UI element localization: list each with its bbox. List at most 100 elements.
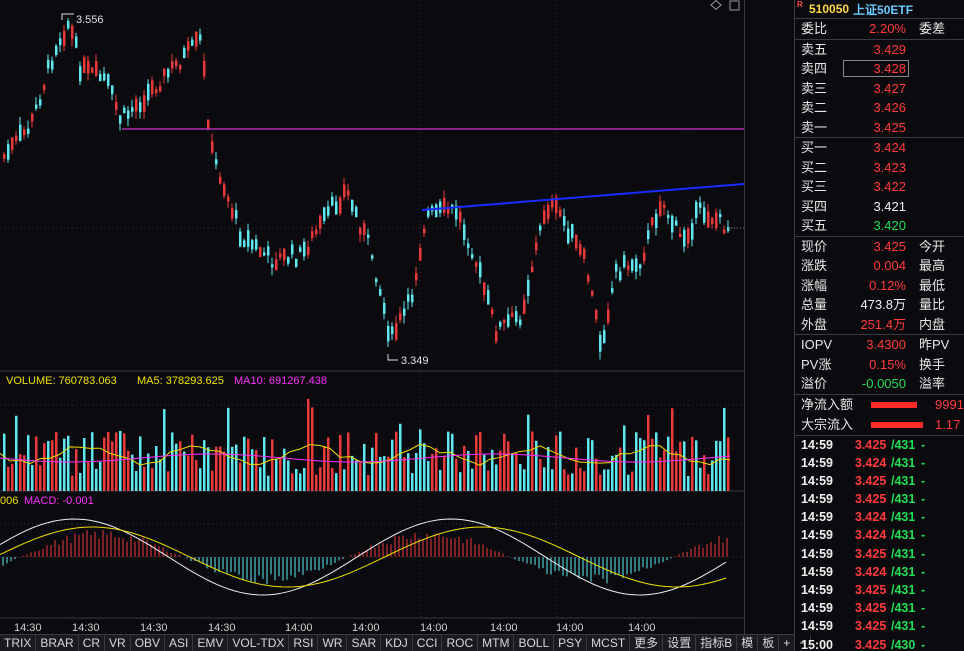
volume-bar <box>567 474 570 491</box>
volume-bar <box>611 455 614 491</box>
tick-price: 3.425 <box>855 637 887 651</box>
volume-bar <box>579 468 582 491</box>
indicator-tab-wr[interactable]: WR <box>318 635 348 651</box>
volume-bar <box>119 430 122 491</box>
bid-level-5[interactable]: 买五 3.420 <box>795 216 964 236</box>
candle-body <box>387 326 390 342</box>
indicator-tab-right-2[interactable]: 板 <box>758 635 780 651</box>
volume-bar <box>527 414 530 491</box>
bid-level-2[interactable]: 买二 3.423 <box>795 158 964 178</box>
stat-row-4[interactable]: 总量 473.8万 量比 <box>795 295 964 315</box>
indicator-tab-psy[interactable]: PSY <box>554 635 588 651</box>
indicator-tab-rsi[interactable]: RSI <box>289 635 319 651</box>
indicator-tab-right-4[interactable]: − <box>795 635 812 651</box>
volume-bar <box>507 441 510 491</box>
tick-row: 14:59 3.424/431- <box>795 563 964 581</box>
tick-price: 3.425 <box>855 492 887 507</box>
tick-side: - <box>921 546 926 561</box>
volume-bar <box>703 455 706 491</box>
bid-level-1[interactable]: 买一 3.424 <box>795 138 964 158</box>
indicator-tab-设置[interactable]: 设置 <box>663 635 697 651</box>
candle-body <box>627 265 630 270</box>
candle-body <box>303 241 306 257</box>
candle-body <box>187 41 190 51</box>
volume-bar <box>539 459 542 491</box>
ask-level-4[interactable]: 卖四 3.428 <box>795 59 964 79</box>
stat-row-1[interactable]: 现价 3.425 今开 <box>795 237 964 257</box>
indicator-tab-right-1[interactable]: 模 <box>737 635 759 651</box>
candle-body <box>359 228 362 235</box>
volume-bar <box>699 467 702 491</box>
volume-bar <box>515 452 518 491</box>
tick-time: 14:59 <box>801 619 833 634</box>
indicator-tab-vol-tdx[interactable]: VOL-TDX <box>228 635 290 651</box>
candle-body <box>235 210 238 219</box>
volume-bar <box>179 441 182 491</box>
volume-bar <box>123 433 126 491</box>
candle-body <box>23 129 26 136</box>
candle-body <box>143 95 146 113</box>
candle-body <box>211 141 214 153</box>
indicator-tab-right-0[interactable]: 指标B <box>696 635 738 651</box>
candle-body <box>255 239 258 250</box>
stat-row-1-value: 3.425 <box>873 238 906 254</box>
volume-bar <box>67 435 70 491</box>
ask-level-5[interactable]: 卖五 3.429 <box>795 40 964 60</box>
tick-price: 3.425 <box>855 473 887 488</box>
tick-row: 14:59 3.424/431- <box>795 454 964 472</box>
indicator-tab-mtm[interactable]: MTM <box>478 635 515 651</box>
candle-body <box>507 314 510 327</box>
indicator-tab-更多[interactable]: 更多 <box>630 635 664 651</box>
indicator-tab-kdj[interactable]: KDJ <box>381 635 413 651</box>
indicator-tab-right-3[interactable]: + <box>779 635 796 651</box>
volume-bar <box>255 450 258 491</box>
ask-level-3[interactable]: 卖三 3.427 <box>795 79 964 99</box>
ask-level-2[interactable]: 卖二 3.426 <box>795 98 964 118</box>
indicator-tab-obv[interactable]: OBV <box>131 635 166 651</box>
candle-body <box>135 98 138 112</box>
indicator-tab-boll[interactable]: BOLL <box>514 635 555 651</box>
candle-body <box>715 212 718 228</box>
iopv-row-2[interactable]: PV涨 0.15% 换手 <box>795 355 964 375</box>
time-axis-label: 14:30 <box>208 622 236 634</box>
stat-row-5[interactable]: 外盘 251.4万 内盘 <box>795 315 964 335</box>
iopv-row-1[interactable]: IOPV 3.4300 昨PV <box>795 335 964 355</box>
indicator-tab-bar: TRIX BRAR CR VR OBV ASI EMV VOL-TDX RSI WR SAR KDJ C… <box>0 634 812 651</box>
indicator-tab-mcst[interactable]: MCST <box>587 635 631 651</box>
indicator-tab-roc[interactable]: ROC <box>442 635 479 651</box>
indicator-tab-emv[interactable]: EMV <box>193 635 229 651</box>
indicator-tab-cr[interactable]: CR <box>79 635 106 651</box>
candle-body <box>643 252 646 262</box>
indicator-tab-asi[interactable]: ASI <box>165 635 194 651</box>
volume-bar <box>243 436 246 491</box>
volume-bar <box>575 447 578 491</box>
candle-body <box>279 253 282 258</box>
indicator-tab-brar[interactable]: BRAR <box>36 635 79 651</box>
iopv-row-3[interactable]: 溢价 -0.0050 溢率 <box>795 374 964 394</box>
stat-row-3[interactable]: 涨幅 0.12% 最低 <box>795 276 964 296</box>
indicator-tab-vr[interactable]: VR <box>105 635 131 651</box>
volume-bar <box>719 441 722 491</box>
indicator-tab-trix[interactable]: TRIX <box>0 635 37 651</box>
volume-bar <box>35 436 38 491</box>
security-name[interactable]: 上证50ETF <box>853 2 914 17</box>
candle-body <box>63 30 66 46</box>
time-axis-label: 14:00 <box>285 622 313 634</box>
indicator-tab-sar[interactable]: SAR <box>347 635 382 651</box>
stat-row-2[interactable]: 涨跌 0.004 最高 <box>795 256 964 276</box>
volume-bar <box>231 446 234 491</box>
bid-level-4[interactable]: 买四 3.421 <box>795 197 964 217</box>
volume-bar <box>287 460 290 491</box>
volume-bar <box>23 455 26 491</box>
security-code[interactable]: 510050 <box>809 2 850 16</box>
volume-bar <box>239 462 242 491</box>
tick-side: - <box>921 619 926 634</box>
tick-list[interactable]: 14:59 3.425/431-14:59 3.424/431-14:59 3.425… <box>795 436 964 651</box>
indicator-tab-cci[interactable]: CCI <box>413 635 443 651</box>
ask-level-1[interactable]: 卖一 3.425 <box>795 118 964 138</box>
bid-level-3[interactable]: 买三 3.422 <box>795 177 964 197</box>
volume-bar <box>39 465 42 491</box>
volume-bar <box>363 443 366 491</box>
